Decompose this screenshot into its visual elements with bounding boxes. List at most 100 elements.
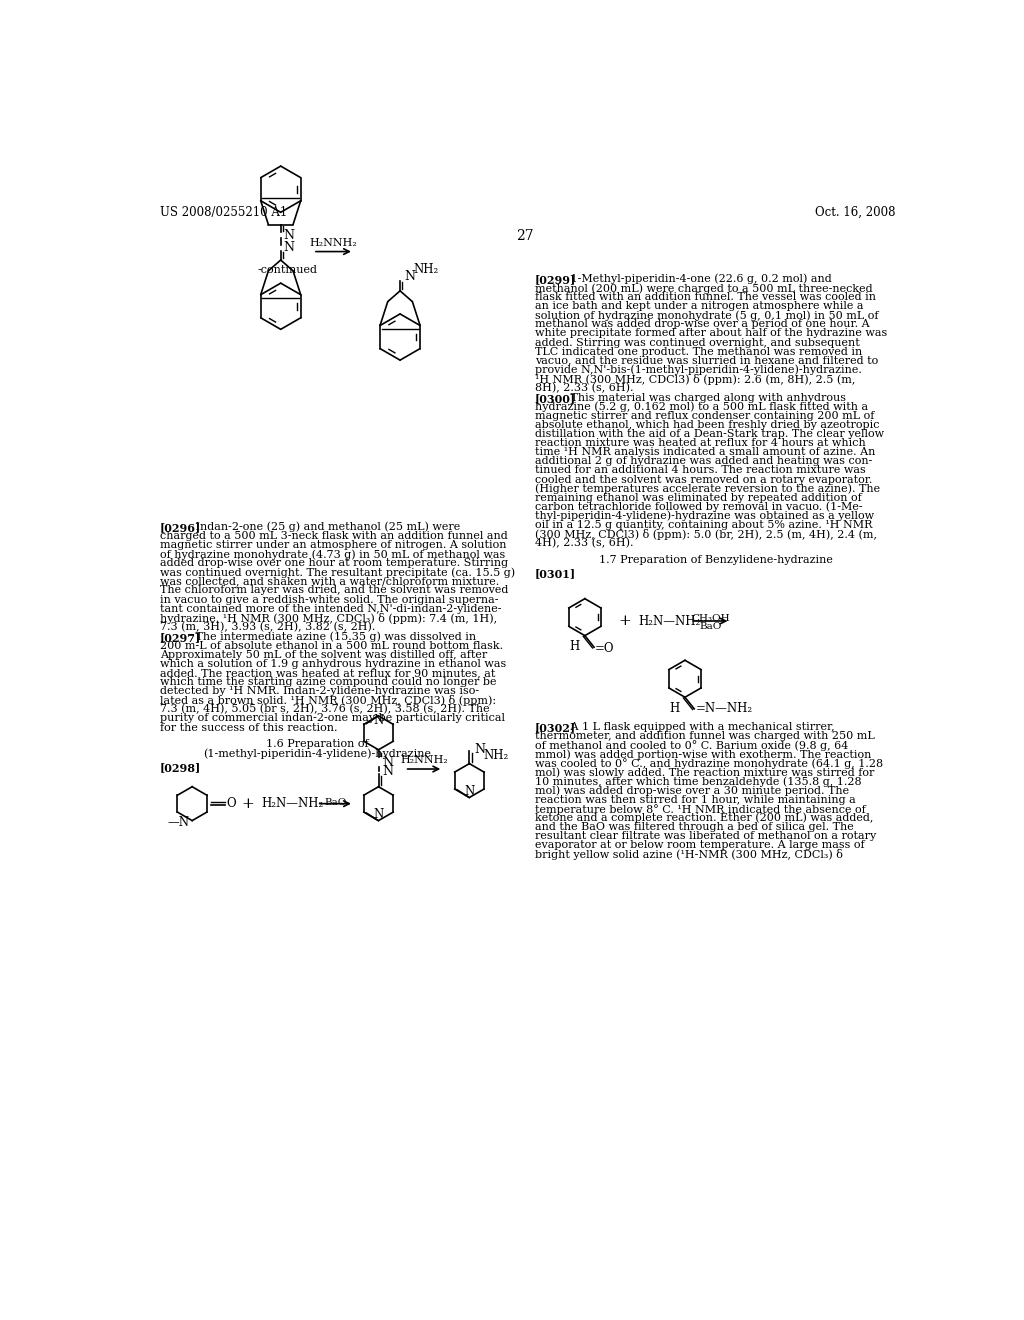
- Text: N: N: [284, 228, 295, 242]
- Text: temperature below 8° C. ¹H NMR indicated the absence of: temperature below 8° C. ¹H NMR indicated…: [535, 804, 865, 814]
- Text: H: H: [569, 640, 580, 653]
- Text: ketone and a complete reaction. Ether (200 mL) was added,: ketone and a complete reaction. Ether (2…: [535, 813, 873, 824]
- Text: solution of hydrazine monohydrate (5 g, 0.1 mol) in 50 mL of: solution of hydrazine monohydrate (5 g, …: [535, 310, 879, 321]
- Text: was cooled to 0° C., and hydrazine monohydrate (64.1 g, 1.28: was cooled to 0° C., and hydrazine monoh…: [535, 758, 883, 770]
- Text: an ice bath and kept under a nitrogen atmosphere while a: an ice bath and kept under a nitrogen at…: [535, 301, 863, 312]
- Text: which time the starting azine compound could no longer be: which time the starting azine compound c…: [160, 677, 497, 688]
- Text: mol) was added drop-wise over a 30 minute period. The: mol) was added drop-wise over a 30 minut…: [535, 785, 849, 796]
- Text: N: N: [382, 755, 393, 768]
- Text: methanol (200 mL) were charged to a 500 mL three-necked: methanol (200 mL) were charged to a 500 …: [535, 282, 872, 293]
- Text: 8H), 2.33 (s, 6H).: 8H), 2.33 (s, 6H).: [535, 383, 633, 393]
- Text: The intermediate azine (15.35 g) was dissolved in: The intermediate azine (15.35 g) was dis…: [185, 632, 476, 643]
- Text: cooled and the solvent was removed on a rotary evaporator.: cooled and the solvent was removed on a …: [535, 475, 872, 484]
- Text: Indan-2-one (25 g) and methanol (25 mL) were: Indan-2-one (25 g) and methanol (25 mL) …: [185, 521, 461, 532]
- Text: hydrazine (5.2 g, 0.162 mol) to a 500 mL flask fitted with a: hydrazine (5.2 g, 0.162 mol) to a 500 mL…: [535, 401, 868, 412]
- Text: oil in a 12.5 g quantity, containing about 5% azine. ¹H NMR: oil in a 12.5 g quantity, containing abo…: [535, 520, 872, 531]
- Text: [0300]: [0300]: [535, 393, 575, 404]
- Text: lated as a brown solid. ¹H NMR (300 MHz, CDCl3) δ (ppm):: lated as a brown solid. ¹H NMR (300 MHz,…: [160, 696, 496, 706]
- Text: which a solution of 1.9 g anhydrous hydrazine in ethanol was: which a solution of 1.9 g anhydrous hydr…: [160, 659, 506, 669]
- Text: of methanol and cooled to 0° C. Barium oxide (9.8 g, 64: of methanol and cooled to 0° C. Barium o…: [535, 741, 848, 751]
- Text: was continued overnight. The resultant precipitate (ca. 15.5 g): was continued overnight. The resultant p…: [160, 568, 515, 578]
- Text: thermometer, and addition funnel was charged with 250 mL: thermometer, and addition funnel was cha…: [535, 731, 874, 741]
- Text: was collected, and shaken with a water/chloroform mixture.: was collected, and shaken with a water/c…: [160, 577, 499, 586]
- Text: N: N: [464, 785, 474, 799]
- Text: (300 MHz, CDCl3) δ (ppm): 5.0 (br, 2H), 2.5 (m, 4H), 2.4 (m,: (300 MHz, CDCl3) δ (ppm): 5.0 (br, 2H), …: [535, 529, 877, 540]
- Text: tinued for an additional 4 hours. The reaction mixture was: tinued for an additional 4 hours. The re…: [535, 466, 865, 475]
- Text: Approximately 50 mL of the solvent was distilled off, after: Approximately 50 mL of the solvent was d…: [160, 649, 487, 660]
- Text: 200 m-L of absolute ethanol in a 500 mL round bottom flask.: 200 m-L of absolute ethanol in a 500 mL …: [160, 640, 503, 651]
- Text: distillation with the aid of a Dean-Stark trap. The clear yellow: distillation with the aid of a Dean-Star…: [535, 429, 884, 440]
- Text: tant contained more of the intended N,N'-di-indan-2-ylidene-: tant contained more of the intended N,N'…: [160, 603, 502, 614]
- Text: for the success of this reaction.: for the success of this reaction.: [160, 722, 337, 733]
- Text: hydrazine. ¹H NMR (300 MHz, CDCl₃) δ (ppm): 7.4 (m, 1H),: hydrazine. ¹H NMR (300 MHz, CDCl₃) δ (pp…: [160, 612, 497, 624]
- Text: remaining ethanol was eliminated by repeated addition of: remaining ethanol was eliminated by repe…: [535, 492, 861, 503]
- Text: 1.6 Preparation of: 1.6 Preparation of: [265, 739, 369, 750]
- Text: N: N: [374, 808, 384, 821]
- Text: 1-Methyl-piperidin-4-one (22.6 g, 0.2 mol) and: 1-Methyl-piperidin-4-one (22.6 g, 0.2 mo…: [560, 275, 831, 285]
- Text: charged to a 500 mL 3-neck flask with an addition funnel and: charged to a 500 mL 3-neck flask with an…: [160, 531, 508, 541]
- Text: -continued: -continued: [258, 264, 317, 275]
- Text: 27: 27: [516, 230, 534, 243]
- Text: detected by ¹H NMR. Indan-2-ylidene-hydrazine was iso-: detected by ¹H NMR. Indan-2-ylidene-hydr…: [160, 686, 479, 696]
- Text: (Higher temperatures accelerate reversion to the azine). The: (Higher temperatures accelerate reversio…: [535, 483, 880, 494]
- Text: CH₃OH: CH₃OH: [691, 614, 730, 623]
- Text: +: +: [618, 614, 631, 628]
- Text: [0299]: [0299]: [535, 275, 577, 285]
- Text: N: N: [382, 764, 393, 777]
- Text: [0302]: [0302]: [535, 722, 575, 733]
- Text: in vacuo to give a reddish-white solid. The original superna-: in vacuo to give a reddish-white solid. …: [160, 594, 499, 605]
- Text: NH₂: NH₂: [413, 263, 438, 276]
- Text: TLC indicated one product. The methanol was removed in: TLC indicated one product. The methanol …: [535, 347, 862, 356]
- Text: A 1 L flask equipped with a mechanical stirrer,: A 1 L flask equipped with a mechanical s…: [560, 722, 835, 731]
- Text: H: H: [669, 701, 679, 714]
- Text: additional 2 g of hydrazine was added and heating was con-: additional 2 g of hydrazine was added an…: [535, 457, 872, 466]
- Text: BaO: BaO: [699, 622, 722, 631]
- Text: [0296]: [0296]: [160, 521, 201, 533]
- Text: [0298]: [0298]: [160, 762, 201, 774]
- Text: added. The reaction was heated at reflux for 90 minutes, at: added. The reaction was heated at reflux…: [160, 668, 496, 678]
- Text: BaO: BaO: [325, 797, 346, 807]
- Text: The chloroform layer was dried, and the solvent was removed: The chloroform layer was dried, and the …: [160, 586, 508, 595]
- Text: flask fitted with an addition funnel. The vessel was cooled in: flask fitted with an addition funnel. Th…: [535, 292, 876, 302]
- Text: =N—NH₂: =N—NH₂: [695, 702, 753, 715]
- Text: H₂N—NH₂: H₂N—NH₂: [261, 797, 324, 810]
- Text: time ¹H NMR analysis indicated a small amount of azine. An: time ¹H NMR analysis indicated a small a…: [535, 447, 876, 457]
- Text: 1.7 Preparation of Benzylidene-hydrazine: 1.7 Preparation of Benzylidene-hydrazine: [599, 554, 833, 565]
- Text: H₂NNH₂: H₂NNH₂: [309, 238, 357, 248]
- Text: 10 minutes, after which time benzaldehyde (135.8 g, 1.28: 10 minutes, after which time benzaldehyd…: [535, 776, 861, 787]
- Text: =O: =O: [595, 643, 614, 655]
- Text: US 2008/0255210 A1: US 2008/0255210 A1: [160, 206, 287, 219]
- Text: provide N,N'-bis-(1-methyl-piperidin-4-ylidene)-hydrazine.: provide N,N'-bis-(1-methyl-piperidin-4-y…: [535, 364, 861, 375]
- Text: N: N: [474, 743, 485, 756]
- Text: N: N: [284, 242, 295, 255]
- Text: 7.3 (m, 4H), 5.05 (br s, 2H), 3.76 (s, 2H), 3.58 (s, 2H). The: 7.3 (m, 4H), 5.05 (br s, 2H), 3.76 (s, 2…: [160, 705, 489, 714]
- Text: N: N: [403, 271, 415, 284]
- Text: H₂N—NH₂: H₂N—NH₂: [639, 615, 701, 627]
- Text: mmol) was added portion-wise with exotherm. The reaction: mmol) was added portion-wise with exothe…: [535, 750, 871, 760]
- Text: absolute ethanol, which had been freshly dried by azeotropic: absolute ethanol, which had been freshly…: [535, 420, 880, 430]
- Text: O: O: [226, 797, 236, 810]
- Text: +: +: [242, 797, 254, 810]
- Text: resultant clear filtrate was liberated of methanol on a rotary: resultant clear filtrate was liberated o…: [535, 830, 877, 841]
- Text: carbon tetrachloride followed by removal in vacuo. (1-Me-: carbon tetrachloride followed by removal…: [535, 502, 862, 512]
- Text: NH₂: NH₂: [483, 750, 509, 763]
- Text: Oct. 16, 2008: Oct. 16, 2008: [815, 206, 896, 219]
- Text: added. Stirring was continued overnight, and subsequent: added. Stirring was continued overnight,…: [535, 338, 859, 347]
- Text: reaction mixture was heated at reflux for 4 hours at which: reaction mixture was heated at reflux fo…: [535, 438, 865, 449]
- Text: magnetic stirrer and reflux condenser containing 200 mL of: magnetic stirrer and reflux condenser co…: [535, 411, 874, 421]
- Text: 4H), 2.33 (s, 6H).: 4H), 2.33 (s, 6H).: [535, 539, 633, 549]
- Text: magnetic stirrer under an atmosphere of nitrogen. A solution: magnetic stirrer under an atmosphere of …: [160, 540, 506, 550]
- Text: methanol was added drop-wise over a period of one hour. A: methanol was added drop-wise over a peri…: [535, 319, 869, 329]
- Text: [0301]: [0301]: [535, 568, 575, 579]
- Text: (1-methyl-piperidin-4-ylidene)-hydrazine: (1-methyl-piperidin-4-ylidene)-hydrazine: [203, 748, 431, 759]
- Text: added drop-wise over one hour at room temperature. Stirring: added drop-wise over one hour at room te…: [160, 558, 508, 568]
- Text: reaction was then stirred for 1 hour, while maintaining a: reaction was then stirred for 1 hour, wh…: [535, 795, 856, 805]
- Text: N: N: [374, 714, 384, 727]
- Text: bright yellow solid azine (¹H-NMR (300 MHz, CDCl₃) δ: bright yellow solid azine (¹H-NMR (300 M…: [535, 849, 843, 861]
- Text: H₂NNH₂: H₂NNH₂: [400, 755, 447, 766]
- Text: vacuo, and the residue was slurried in hexane and filtered to: vacuo, and the residue was slurried in h…: [535, 355, 878, 366]
- Text: evaporator at or below room temperature. A large mass of: evaporator at or below room temperature.…: [535, 840, 864, 850]
- Text: ¹H NMR (300 MHz, CDCl3) δ (ppm): 2.6 (m, 8H), 2.5 (m,: ¹H NMR (300 MHz, CDCl3) δ (ppm): 2.6 (m,…: [535, 374, 855, 385]
- Text: white precipitate formed after about half of the hydrazine was: white precipitate formed after about hal…: [535, 329, 887, 338]
- Text: —N: —N: [167, 816, 189, 829]
